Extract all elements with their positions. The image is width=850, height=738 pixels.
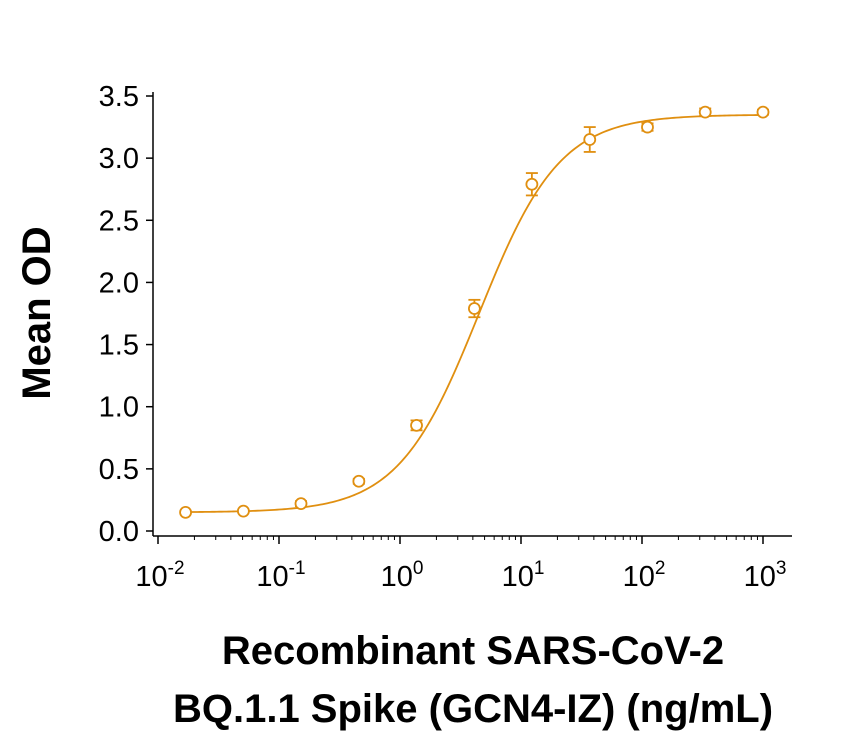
point-marker: [352, 474, 366, 488]
data-point: [583, 126, 597, 153]
x-tick-label: 10-2: [135, 558, 184, 593]
y-tick-label: 2.5: [99, 205, 139, 237]
data-point: [410, 418, 423, 432]
y-tick-label: 3.5: [99, 81, 139, 113]
y-tick-label: 1.5: [99, 330, 139, 362]
point-marker: [294, 497, 308, 511]
point-marker: [237, 504, 250, 518]
x-tick-label: 100: [381, 558, 424, 593]
x-axis-label-line2: BQ.1.1 Spike (GCN4-IZ) (ng/mL): [173, 687, 773, 731]
data-point: [756, 105, 770, 119]
point-marker: [583, 133, 597, 146]
plot-area: [179, 105, 770, 519]
axes: 0.0 0.5 1.0 1.5 2.0 2.5 3.0 3.5 10-2 10-1 100 101 10…: [99, 81, 792, 593]
data-point: [294, 497, 308, 511]
y-tick-label: 1.0: [99, 392, 139, 424]
point-marker: [468, 302, 481, 315]
y-tick-label: 0.5: [99, 454, 139, 486]
x-tick-label: 102: [623, 558, 666, 593]
x-tick-label: 103: [744, 558, 787, 593]
point-marker: [698, 105, 712, 119]
data-point: [179, 505, 192, 519]
y-tick-label: 3.0: [99, 143, 139, 175]
y-tick-label: 2.0: [99, 267, 139, 299]
fit-curve: [185, 114, 764, 513]
y-tick-label: 0.0: [99, 516, 139, 548]
point-marker: [756, 105, 770, 119]
x-axis-label-line1: Recombinant SARS-CoV-2: [222, 629, 724, 673]
point-marker: [179, 505, 192, 519]
data-point: [698, 105, 712, 119]
point-marker: [410, 418, 423, 432]
data-point: [525, 172, 539, 197]
data-point: [468, 298, 481, 319]
data-point: [641, 120, 654, 134]
y-axis-label: Mean OD: [15, 226, 59, 399]
x-tick-label: 10-1: [256, 558, 305, 593]
x-tick-label: 101: [502, 558, 545, 593]
data-point: [352, 474, 366, 488]
point-marker: [525, 177, 539, 191]
point-marker: [641, 120, 654, 134]
data-point: [237, 504, 250, 518]
